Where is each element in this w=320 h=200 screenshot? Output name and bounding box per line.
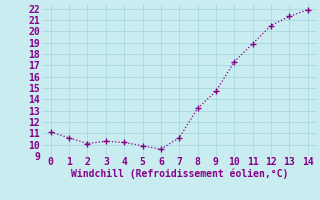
- X-axis label: Windchill (Refroidissement éolien,°C): Windchill (Refroidissement éolien,°C): [70, 169, 288, 179]
